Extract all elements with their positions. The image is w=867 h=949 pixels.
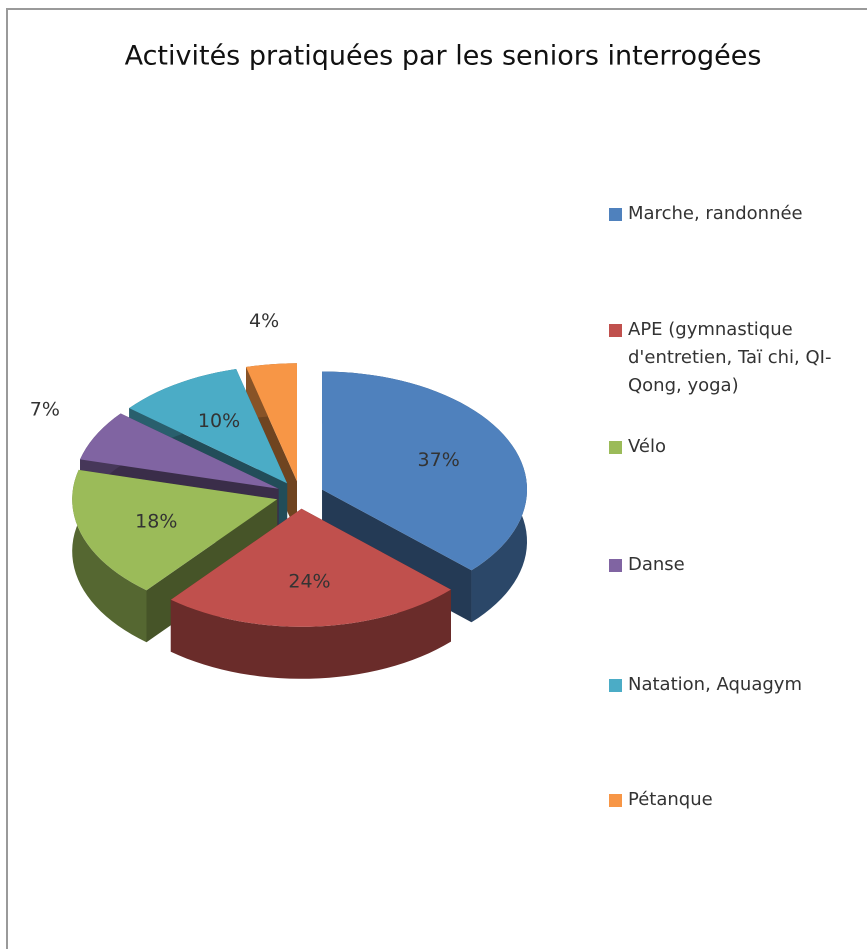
data-label: 10% bbox=[198, 410, 240, 432]
legend-label: Vélo bbox=[628, 436, 667, 457]
legend-label: Pétanque bbox=[628, 789, 713, 810]
legend-label: APE (gymnastique d'entretien, Taï chi, Q… bbox=[628, 319, 832, 396]
legend-swatch bbox=[609, 559, 622, 572]
slice-top bbox=[80, 413, 279, 489]
legend-swatch bbox=[609, 794, 622, 807]
legend-entry: Natation, Aquagym bbox=[609, 671, 849, 699]
legend-entry: Marche, randonnée bbox=[609, 200, 849, 228]
slice-top bbox=[246, 363, 297, 482]
slice-top bbox=[129, 369, 288, 484]
slice-wall bbox=[72, 469, 147, 643]
slice-top bbox=[322, 371, 528, 571]
chart-border bbox=[6, 8, 867, 949]
legend-entry: Danse bbox=[609, 551, 849, 579]
legend-label: Natation, Aquagym bbox=[628, 674, 802, 695]
slice-wall bbox=[170, 589, 451, 679]
legend-swatch bbox=[609, 324, 622, 337]
legend-swatch bbox=[609, 441, 622, 454]
data-label: 37% bbox=[418, 449, 460, 471]
legend-entry: Pétanque bbox=[609, 786, 849, 814]
data-label: 4% bbox=[249, 310, 279, 332]
data-label: 7% bbox=[30, 399, 60, 421]
legend-swatch bbox=[609, 208, 622, 221]
data-label: 18% bbox=[135, 510, 177, 532]
chart-title: Activités pratiquées par les seniors int… bbox=[125, 41, 762, 72]
legend-entry: APE (gymnastique d'entretien, Taï chi, Q… bbox=[609, 316, 849, 400]
legend-entry: Vélo bbox=[609, 433, 849, 461]
legend-swatch bbox=[609, 679, 622, 692]
data-label: 24% bbox=[288, 570, 330, 592]
slice-top bbox=[170, 508, 451, 627]
slice bbox=[170, 508, 451, 679]
legend-label: Danse bbox=[628, 554, 685, 575]
legend-label: Marche, randonnée bbox=[628, 203, 803, 224]
slice-top bbox=[72, 469, 278, 591]
